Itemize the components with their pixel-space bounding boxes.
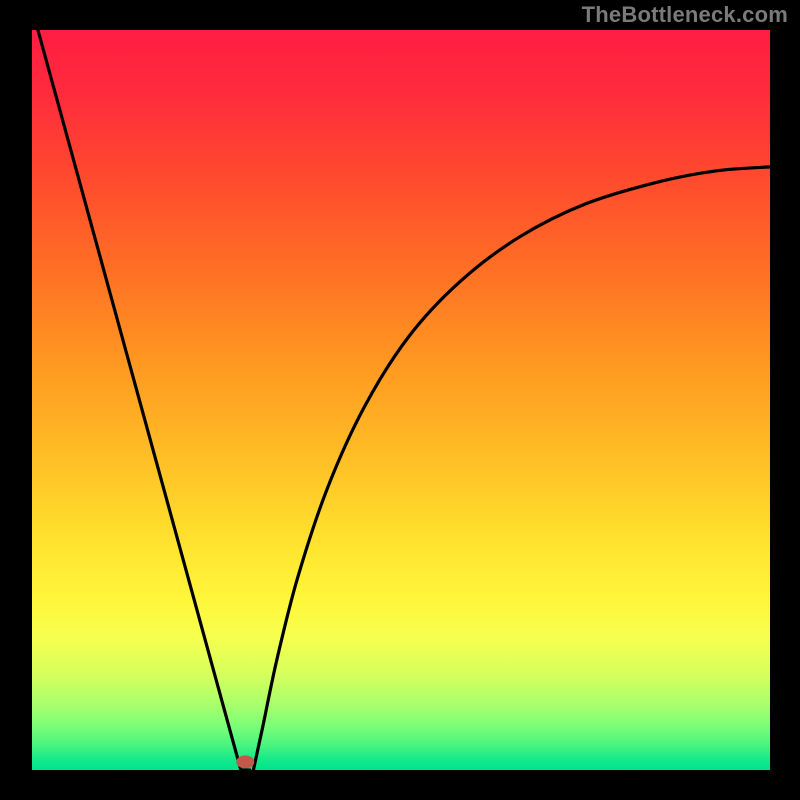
plot-area — [32, 30, 770, 770]
chart-container: TheBottleneck.com — [0, 0, 800, 800]
optimal-point-marker — [236, 755, 254, 768]
gradient-background — [32, 30, 770, 770]
chart-svg — [32, 30, 770, 770]
watermark-text: TheBottleneck.com — [582, 2, 788, 28]
